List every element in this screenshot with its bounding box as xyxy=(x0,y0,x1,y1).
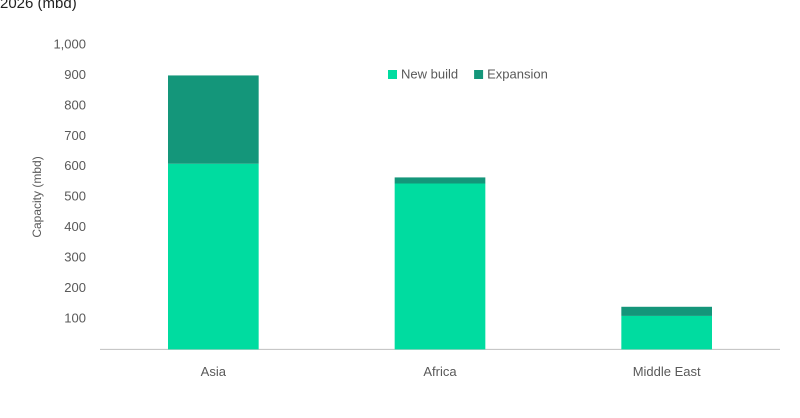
y-axis-label: Capacity (mbd) xyxy=(30,156,44,237)
y-tick-label: 700 xyxy=(64,128,86,143)
x-tick-label: Middle East xyxy=(633,364,701,379)
y-tick-label: 900 xyxy=(64,67,86,82)
y-tick-label: 800 xyxy=(64,97,86,112)
legend-label: Expansion xyxy=(487,66,548,81)
x-tick-label: Africa xyxy=(423,364,457,379)
y-tick-label: 1,000 xyxy=(53,36,86,51)
bar-segment xyxy=(168,163,259,350)
y-tick-label: 500 xyxy=(64,189,86,204)
bar-segment xyxy=(621,306,712,316)
bar-segment xyxy=(394,177,486,184)
y-tick-label: 200 xyxy=(64,280,86,295)
legend-swatch xyxy=(474,70,484,79)
y-tick-label: 600 xyxy=(64,158,86,173)
legend-label: New build xyxy=(401,66,458,81)
y-tick-label: 300 xyxy=(64,250,86,265)
bar-segment xyxy=(621,315,712,350)
x-tick-label: Asia xyxy=(201,364,227,379)
legend-swatch xyxy=(388,70,397,79)
chart-title: 2026 (mbd) xyxy=(0,0,77,12)
y-tick-label: 100 xyxy=(64,310,86,325)
bar-segment xyxy=(168,75,259,164)
y-tick-label: 400 xyxy=(64,219,86,234)
bar-segment xyxy=(394,183,486,350)
